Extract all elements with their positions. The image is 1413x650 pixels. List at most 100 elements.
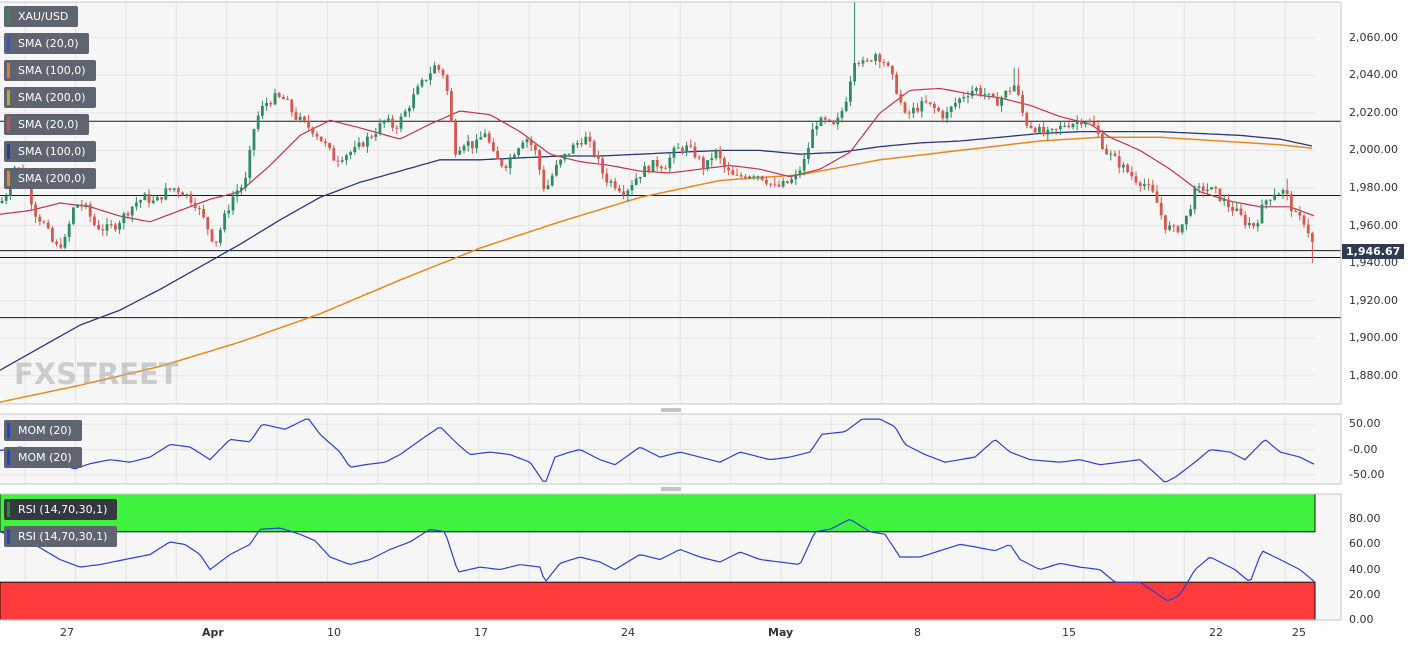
gridlines (0, 2, 1315, 620)
candle-body (252, 128, 256, 150)
candle-body (618, 188, 621, 192)
overlay-label: SMA (200,0) (18, 91, 86, 104)
candle-body (1218, 188, 1222, 202)
candle-body (139, 200, 142, 203)
candle-body (261, 105, 264, 116)
candle-body (1012, 85, 1016, 92)
candle-body (1109, 153, 1113, 155)
candle-body (336, 160, 340, 162)
mom-badge-a[interactable]: MOM (20) (4, 420, 82, 441)
candle-body (1189, 209, 1192, 216)
candle-body (878, 54, 882, 62)
candle-body (681, 147, 684, 152)
pane-splitter-1[interactable] (661, 408, 681, 412)
candle-body (580, 142, 583, 145)
candle-body (693, 146, 697, 158)
candle-body (84, 204, 88, 207)
candle-body (550, 175, 554, 186)
candle-body (1126, 164, 1129, 173)
candle-body (160, 197, 163, 200)
candle-body (256, 115, 260, 129)
candle-body (1017, 85, 1020, 95)
candle-body (403, 111, 407, 117)
candle-body (416, 86, 420, 95)
candle-body (391, 118, 394, 128)
candle-body (769, 183, 772, 185)
candle-body (441, 69, 445, 76)
candle-body (832, 120, 835, 125)
overlay-badge-sma100-b[interactable]: SMA (100,0) (4, 141, 96, 162)
candle-body (1130, 172, 1134, 177)
overlay-badge-sma20-b[interactable]: SMA (20,0) (4, 114, 89, 135)
candle-body (752, 176, 756, 178)
candle-body (471, 141, 474, 149)
candle-body (500, 159, 504, 167)
mom-panel-bg (0, 414, 1341, 484)
candle-body (349, 152, 352, 156)
candle-body (1252, 222, 1255, 227)
symbol-badge[interactable]: XAU/USD (4, 6, 79, 27)
candle-body (487, 133, 491, 143)
candle-body (1138, 182, 1142, 187)
candle-body (223, 213, 226, 230)
rsi-badge-b[interactable]: RSI (14,70,30,1) (4, 526, 118, 547)
candle-body (542, 169, 546, 190)
x-tick-label: 25 (1292, 626, 1306, 639)
y-tick-label: 40.00 (1349, 562, 1381, 576)
candle-body (811, 129, 814, 148)
candle-body (647, 166, 651, 172)
overlay-badge-sma100-a[interactable]: SMA (100,0) (4, 60, 96, 81)
rsi-badge-a[interactable]: RSI (14,70,30,1) (4, 499, 118, 520)
candle-body (1298, 211, 1302, 216)
candle-body (685, 145, 688, 152)
candle-body (907, 112, 911, 114)
y-tick-label: 2,040.00 (1349, 68, 1398, 82)
candle-body (689, 145, 693, 147)
candle-body (970, 90, 974, 97)
overlay-badge-sma20-a[interactable]: SMA (20,0) (4, 33, 89, 54)
candle-body (1050, 128, 1054, 130)
candle-body (227, 210, 231, 214)
y-tick-label: 2,020.00 (1349, 105, 1398, 119)
candle-body (1239, 208, 1243, 215)
mom-badge-b[interactable]: MOM (20) (4, 447, 82, 468)
candle-body (668, 157, 672, 169)
candle-body (727, 167, 730, 171)
candle-body (760, 176, 764, 181)
overlay-label: SMA (20,0) (18, 37, 79, 50)
candle-body (1180, 224, 1184, 233)
candle-body (361, 142, 365, 147)
candle-body (559, 159, 562, 165)
candle-body (55, 241, 58, 245)
candle-body (718, 149, 722, 159)
candle-body (912, 107, 915, 114)
candle-body (605, 173, 609, 183)
x-tick-label: 15 (1062, 626, 1076, 639)
pane-splitter-2[interactable] (661, 487, 681, 491)
candle-body (63, 236, 67, 248)
candle-body (1210, 187, 1213, 190)
candle-body (265, 103, 268, 106)
candle-body (504, 166, 508, 169)
candle-body (147, 193, 151, 203)
y-tick-label: 1,880.00 (1349, 368, 1398, 382)
candle-body (592, 141, 596, 156)
overlay-badge-sma200-b[interactable]: SMA (200,0) (4, 168, 96, 189)
candle-body (735, 174, 739, 176)
candle-body (1201, 186, 1205, 191)
candle-body (1147, 184, 1150, 186)
overlay-badge-sma200-a[interactable]: SMA (200,0) (4, 87, 96, 108)
candle-body (135, 202, 138, 207)
mom-swatch (7, 423, 10, 438)
overlay-label: SMA (200,0) (18, 172, 86, 185)
candle-body (870, 60, 873, 62)
candle-body (181, 192, 184, 196)
candle-body (1063, 125, 1066, 127)
candle-body (815, 126, 819, 130)
candle-body (613, 181, 617, 189)
candle-body (563, 153, 567, 160)
candle-body (655, 159, 659, 167)
candle-body (1294, 211, 1297, 213)
overlay-label: SMA (100,0) (18, 64, 86, 77)
rsi-swatch (7, 502, 10, 517)
